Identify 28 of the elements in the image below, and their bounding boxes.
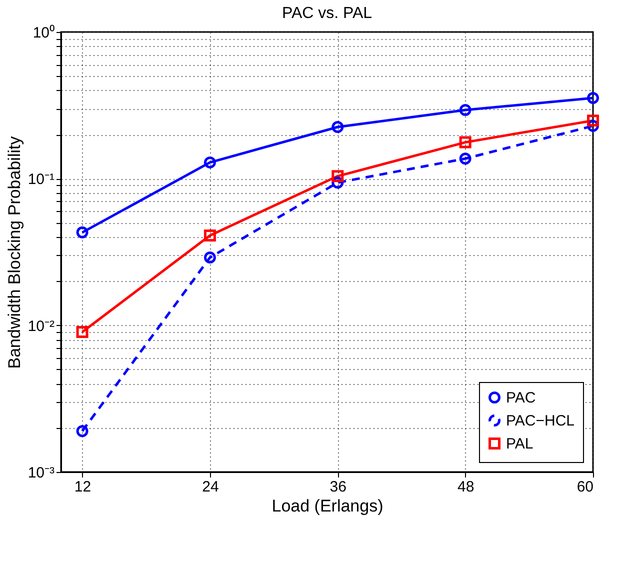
point	[76, 226, 88, 238]
point	[459, 136, 472, 148]
point	[204, 229, 216, 242]
x-tick-label: 12	[74, 478, 92, 496]
point	[459, 152, 472, 165]
x-tick-label: 48	[457, 478, 474, 496]
chart-title: PAC vs. PAL	[282, 5, 372, 22]
point	[459, 104, 472, 116]
y-tick-label: 10⁻³	[28, 464, 54, 482]
point	[332, 121, 344, 133]
x-axis-title: Load (Erlangs)	[272, 496, 384, 516]
y-tick-label: 10⁻²	[28, 318, 54, 335]
point	[204, 252, 216, 264]
y-tick-label: 10⁰	[32, 24, 54, 42]
point	[332, 170, 344, 182]
y-tick-label: 10⁻¹	[28, 171, 54, 188]
x-tick-label: 24	[202, 478, 219, 496]
point	[76, 326, 88, 338]
x-tick-label: 36	[330, 478, 346, 496]
point	[587, 114, 599, 127]
point	[204, 156, 216, 168]
x-tick-label: 60	[576, 478, 594, 496]
point	[76, 425, 88, 438]
point	[587, 92, 599, 104]
legend-label: PAL	[506, 436, 534, 452]
y-axis-title: Bandwidth Blocking Probability	[4, 136, 24, 369]
legend-label: PAC	[506, 390, 536, 406]
legend-label: PAC−HCL	[506, 412, 574, 430]
